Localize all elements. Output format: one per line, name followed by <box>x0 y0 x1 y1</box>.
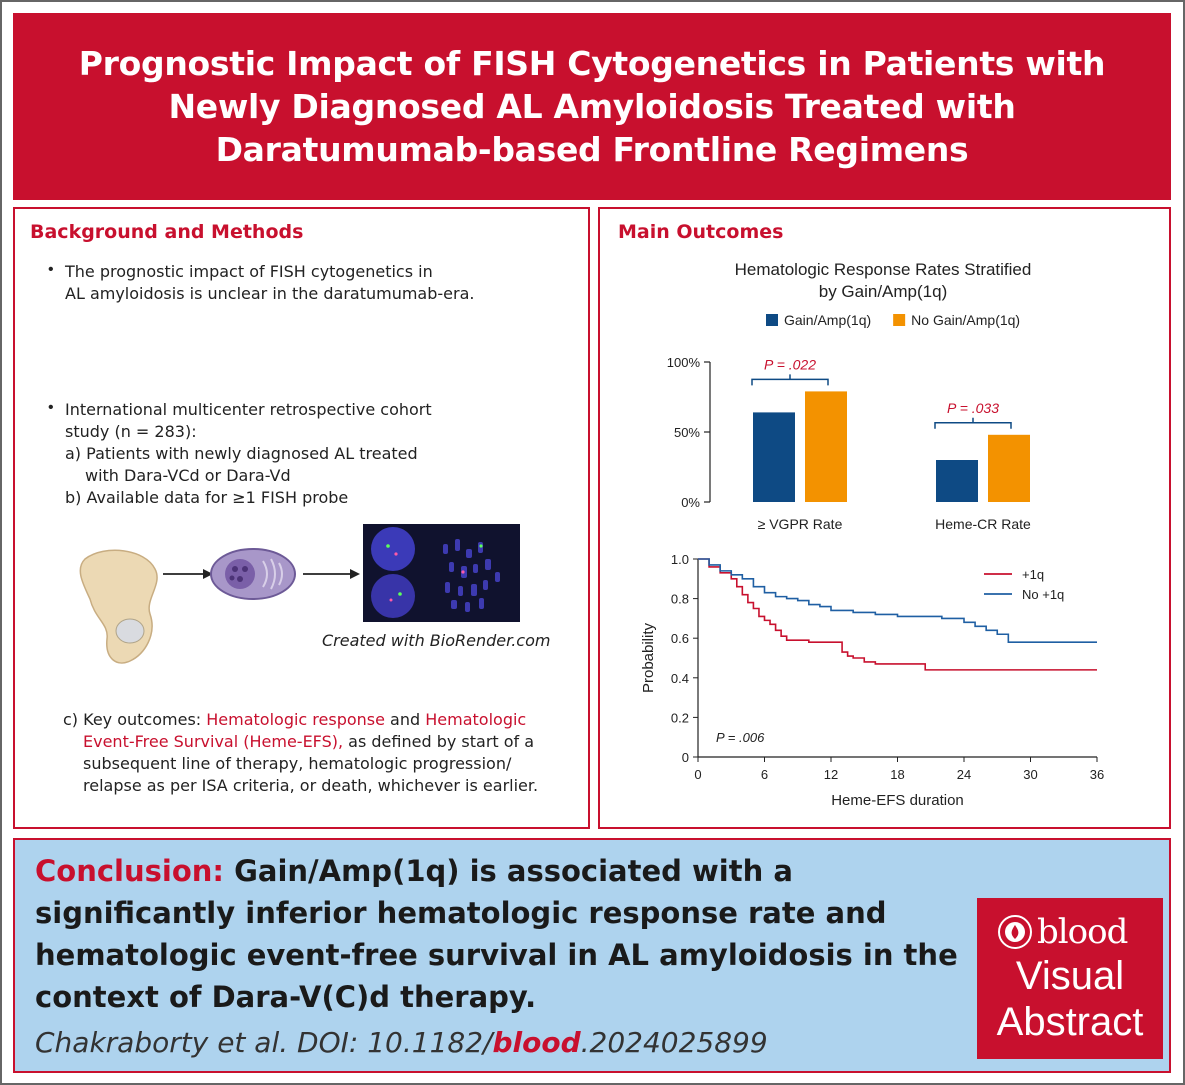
bar-1-0 <box>936 460 978 502</box>
km-x-axis-label: Heme-EFS duration <box>831 792 964 809</box>
km-x-tick-label: 12 <box>824 767 838 782</box>
plasma-cell-icon <box>210 548 296 600</box>
legend-label-0: Gain/Amp(1q) <box>784 312 871 328</box>
main-outcomes-heading: Main Outcomes <box>618 221 784 243</box>
key-outcomes-text: c) Key outcomes: Hematologic response an… <box>63 710 539 795</box>
p-value-bracket <box>751 374 829 386</box>
blood-visual-abstract-badge: blood Visual Abstract <box>977 898 1163 1059</box>
bar-0-1 <box>805 391 847 502</box>
km-line-1 <box>698 558 1097 643</box>
bar-1-1 <box>988 434 1030 502</box>
km-x-tick-label: 24 <box>957 767 971 782</box>
ash-seal-icon <box>998 915 1032 949</box>
km-y-tick-label: 0.4 <box>671 671 689 686</box>
legend-swatch-0 <box>766 314 778 326</box>
bar-chart-title-line1: Hematologic Response Rates Stratified <box>735 260 1032 279</box>
bullet-dot: • <box>48 261 54 278</box>
km-y-tick-label: 0.8 <box>671 592 689 607</box>
conclusion-label: Conclusion: <box>35 854 224 888</box>
km-y-tick-label: 1.0 <box>671 552 689 567</box>
p-value-label: P = .022 <box>764 356 816 372</box>
km-x-tick-label: 0 <box>694 767 701 782</box>
badge-abstract: Abstract <box>996 1000 1144 1044</box>
bar-category-label: Heme-CR Rate <box>935 516 1031 532</box>
background-heading: Background and Methods <box>30 221 304 243</box>
legend-swatch-1 <box>893 314 906 326</box>
highlight-heme-efs: Event-Free Survival (Heme-EFS), <box>83 732 344 751</box>
km-x-tick-label: 30 <box>1023 767 1037 782</box>
title-banner: Prognostic Impact of FISH Cytogenetics i… <box>13 13 1171 200</box>
legend-label-1: No Gain/Amp(1q) <box>911 312 1020 328</box>
km-x-tick-label: 36 <box>1090 767 1104 782</box>
response-bar-chart: Hematologic Response Rates Stratified by… <box>667 260 1032 532</box>
bar-0-0 <box>753 412 795 502</box>
conclusion-box: Conclusion: Gain/Amp(1q) is associated w… <box>13 838 1171 1073</box>
workflow-illustration <box>79 548 360 664</box>
pelvis-bone-icon <box>79 549 158 664</box>
bar-y-tick-label: 0% <box>681 495 700 510</box>
km-p-value: P = .006 <box>716 730 765 745</box>
citation: Chakraborty et al. DOI: 10.1182/blood.20… <box>35 1026 768 1059</box>
km-y-tick-label: 0.6 <box>671 631 689 646</box>
bar-category-label: ≥ VGPR Rate <box>758 516 843 532</box>
bar-chart-title-line2: by Gain/Amp(1q) <box>819 282 948 301</box>
bar-y-tick-label: 50% <box>674 425 700 440</box>
heme-efs-survival-chart: 0 0.2 0.4 0.6 0.8 1.0 0 6 12 18 24 30 36 Heme-EFS dur… <box>640 552 1104 809</box>
km-x-tick-label: 6 <box>761 767 768 782</box>
fish-microscopy-image <box>363 524 520 622</box>
km-legend-label-0: +1q <box>1022 567 1044 582</box>
km-line-0 <box>698 558 1097 671</box>
bullet-dot: • <box>48 399 54 416</box>
km-x-tick-label: 18 <box>890 767 904 782</box>
p-value-label: P = .033 <box>947 400 999 416</box>
sub-item-b: b) Available data for ≥1 FISH probe <box>65 488 349 507</box>
sub-item-a: a) Patients with newly diagnosed AL trea… <box>65 444 418 463</box>
background-methods-panel: Background and Methods • The prognostic … <box>13 207 590 829</box>
bullet-1-text: The prognostic impact of FISH cytogeneti… <box>65 262 475 303</box>
conclusion-text: Conclusion: Gain/Amp(1q) is associated w… <box>35 854 958 1014</box>
km-y-tick-label: 0 <box>682 750 689 765</box>
page-title: Prognostic Impact of FISH Cytogenetics i… <box>78 44 1106 169</box>
blood-logo-text: blood <box>1037 912 1128 952</box>
bullet-2-text: International multicenter retrospective … <box>65 400 432 507</box>
highlight-hematologic-response: Hematologic response <box>206 710 385 729</box>
image-credit: Created with BioRender.com <box>322 631 551 650</box>
main-outcomes-panel: Main Outcomes Hematologic Response Rates… <box>598 207 1171 829</box>
bar-y-tick-label: 100% <box>667 355 701 370</box>
badge-visual: Visual <box>1015 954 1125 998</box>
km-y-tick-label: 0.2 <box>671 710 689 725</box>
km-legend-label-1: No +1q <box>1022 587 1064 602</box>
km-y-axis-label: Probability <box>640 622 657 693</box>
p-value-bracket <box>934 417 1012 429</box>
